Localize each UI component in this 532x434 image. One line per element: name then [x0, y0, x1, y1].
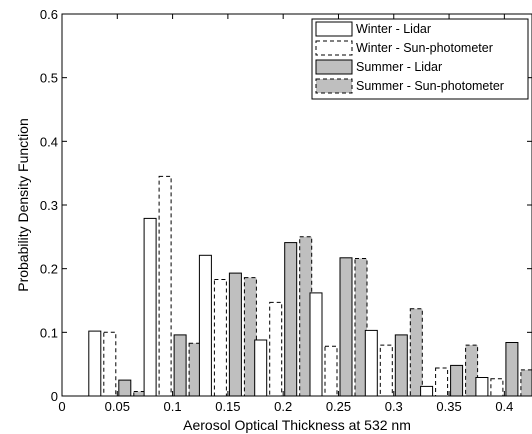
- bar: [490, 378, 504, 397]
- bar: [173, 334, 187, 397]
- bar: [284, 242, 298, 397]
- x-axis-title: Aerosol Optical Thickness at 532 nm: [183, 417, 411, 433]
- bar: [450, 364, 464, 397]
- x-tick-label: 0.4: [495, 399, 513, 414]
- bar: [394, 334, 408, 397]
- y-tick-label: 0.4: [40, 134, 58, 149]
- ticks-layer: 0 0.05 0.1 0.15 0.2 0.25 0.3 0.35 0.4 0 0.1 0.2 0.3 0…: [40, 7, 532, 414]
- bar: [339, 257, 353, 397]
- bar: [103, 331, 117, 397]
- x-tick-label: 0.3: [385, 399, 403, 414]
- legend-swatch: [315, 59, 353, 75]
- y-tick-label: 0: [51, 389, 58, 404]
- bar: [118, 379, 132, 397]
- x-tick-label: 0.25: [326, 399, 351, 414]
- bar: [409, 308, 423, 397]
- legend-label: Summer - Lidar: [356, 60, 442, 74]
- legend-label: Winter - Sun-photometer: [356, 41, 493, 55]
- bar: [475, 377, 489, 397]
- x-tick-label: 0.05: [105, 399, 130, 414]
- legend-swatch: [315, 40, 353, 56]
- bar: [324, 345, 338, 397]
- x-tick-label: 0.15: [215, 399, 240, 414]
- legend-swatch: [315, 21, 353, 37]
- y-tick-label: 0.6: [40, 7, 58, 22]
- legend-swatch: [315, 78, 353, 94]
- bar: [505, 342, 519, 397]
- y-tick-label: 0.5: [40, 71, 58, 86]
- y-axis-title: Probability Density Function: [15, 118, 31, 292]
- bar: [228, 272, 242, 397]
- bar: [309, 292, 323, 397]
- x-tick-label: 0.35: [436, 399, 461, 414]
- plot-frame: [61, 13, 532, 397]
- bars-layer: [88, 175, 532, 397]
- bar: [465, 344, 479, 397]
- bar: [435, 367, 449, 397]
- y-tick-label: 0.3: [40, 198, 58, 213]
- y-tick-label: 0.2: [40, 262, 58, 277]
- bar: [143, 217, 157, 397]
- x-tick-label: 0: [58, 399, 65, 414]
- legend-label: Summer - Sun-photometer: [356, 79, 504, 93]
- bar: [364, 329, 378, 397]
- bar: [379, 344, 393, 397]
- bar: [254, 339, 268, 397]
- bar: [213, 279, 227, 397]
- legend: Winter - Lidar Winter - Sun-photometer Sum…: [311, 18, 529, 100]
- y-tick-label: 0.1: [40, 325, 58, 340]
- x-tick-label: 0.1: [164, 399, 182, 414]
- bar: [520, 369, 532, 397]
- bar: [420, 385, 434, 397]
- bar: [198, 254, 212, 397]
- bar: [88, 330, 102, 397]
- x-tick-label: 0.2: [274, 399, 292, 414]
- bar: [269, 301, 283, 397]
- bar: [158, 175, 172, 397]
- legend-label: Winter - Lidar: [356, 22, 431, 36]
